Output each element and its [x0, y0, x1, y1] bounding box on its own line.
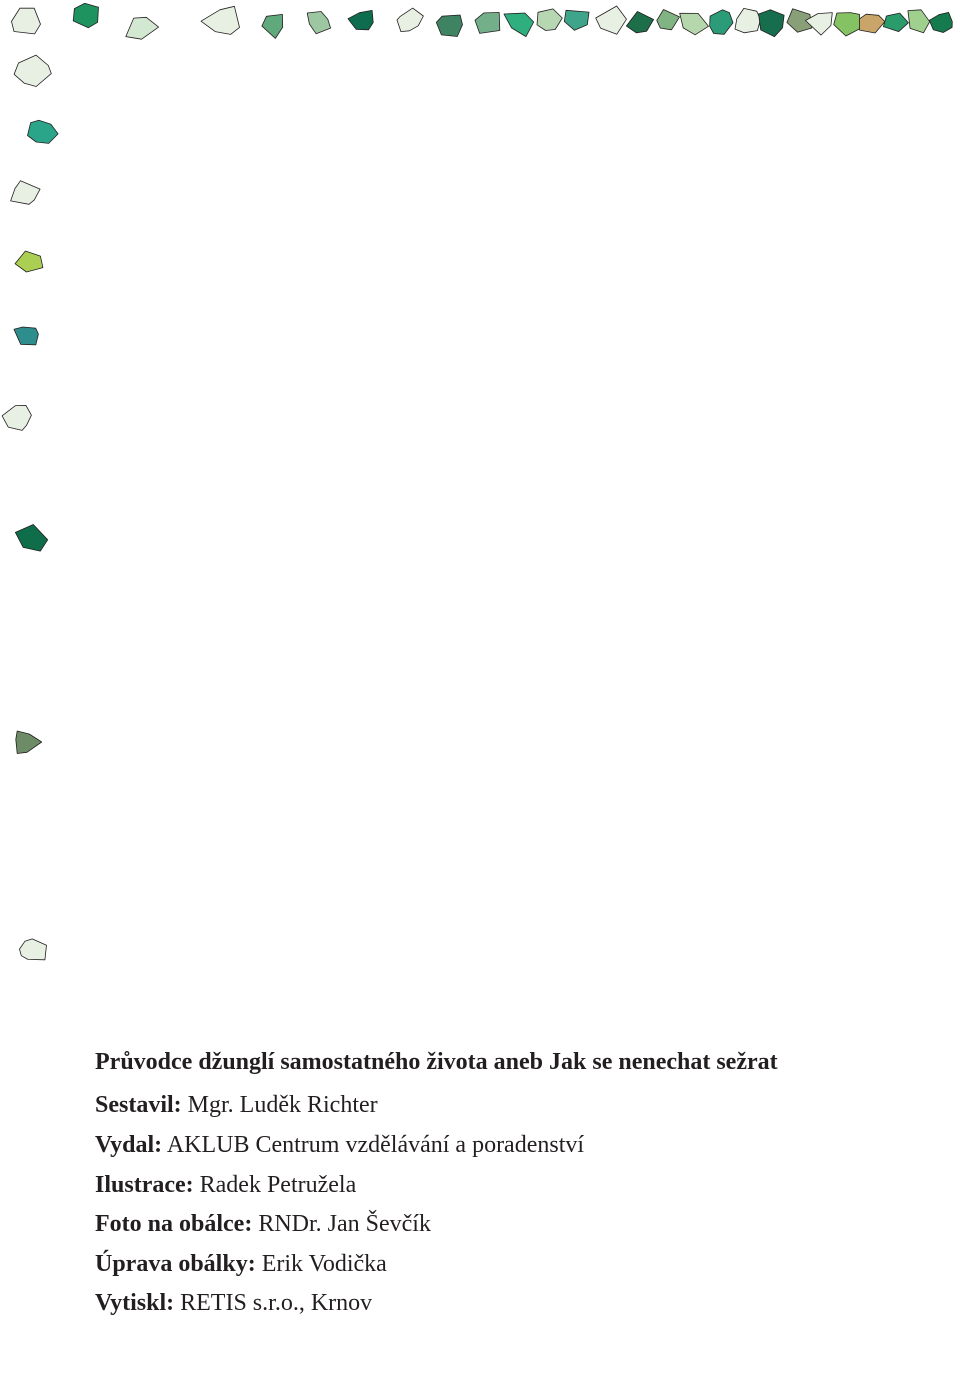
- pebble-top: [436, 15, 462, 37]
- credit-label: Foto na obálce:: [95, 1211, 252, 1237]
- colophon: Průvodce džunglí samostatného života ane…: [95, 1046, 895, 1324]
- credit-line: Vytiskl: RETIS s.r.o., Krnov: [95, 1284, 895, 1324]
- pebble-side: [16, 731, 42, 754]
- pebble-top: [397, 8, 423, 32]
- pebble-side: [20, 939, 47, 960]
- pebble-top: [596, 6, 627, 34]
- credit-value: RNDr. Jan Ševčík: [252, 1211, 431, 1237]
- pebble-top: [787, 9, 812, 32]
- pebble-top: [929, 12, 952, 32]
- pebble-top: [680, 13, 709, 35]
- pebble-side: [14, 55, 51, 86]
- pebble-top: [126, 17, 159, 39]
- pebble-top: [657, 10, 680, 30]
- pebble-top: [201, 6, 240, 34]
- credit-value: Mgr. Luděk Richter: [182, 1092, 378, 1118]
- pebble-top: [834, 13, 861, 36]
- pebble-side: [15, 525, 47, 552]
- credit-line: Foto na obálce: RNDr. Jan Ševčík: [95, 1205, 895, 1245]
- pebble-top: [537, 9, 562, 31]
- pebble-side: [2, 406, 31, 431]
- page: Průvodce džunglí samostatného života ane…: [0, 0, 960, 1379]
- credit-value: Erik Vodička: [256, 1251, 387, 1277]
- pebble-top: [504, 13, 534, 37]
- pebble-top: [262, 14, 283, 38]
- credit-label: Úprava obálky:: [95, 1251, 256, 1277]
- credit-line: Ilustrace: Radek Petružela: [95, 1166, 895, 1206]
- pebble-top: [860, 14, 885, 33]
- pebble-top: [710, 10, 733, 35]
- credit-value: RETIS s.r.o., Krnov: [174, 1290, 372, 1316]
- book-title: Průvodce džunglí samostatného života ane…: [95, 1046, 895, 1078]
- credit-line: Vydal: AKLUB Centrum vzdělávání a porade…: [95, 1126, 895, 1166]
- pebble-top: [73, 3, 98, 28]
- pebble-top: [735, 8, 761, 32]
- pebble-top: [348, 10, 373, 29]
- credit-label: Ilustrace:: [95, 1172, 194, 1198]
- credit-label: Vytiskl:: [95, 1290, 174, 1316]
- credit-label: Sestavil:: [95, 1092, 182, 1118]
- credit-value: Radek Petružela: [194, 1172, 357, 1198]
- pebble-side: [28, 120, 59, 143]
- credits-list: Sestavil: Mgr. Luděk RichterVydal: AKLUB…: [95, 1086, 895, 1324]
- credit-value: AKLUB Centrum vzdělávání a poradenství: [162, 1132, 584, 1158]
- pebble-side: [11, 181, 40, 205]
- pebble-top: [626, 12, 653, 33]
- pebble-top: [806, 13, 833, 35]
- credit-line: Úprava obálky: Erik Vodička: [95, 1245, 895, 1285]
- pebble-top: [883, 13, 908, 32]
- pebble-top: [759, 10, 785, 37]
- pebble-top: [12, 8, 41, 34]
- pebble-side: [15, 251, 43, 272]
- pebble-top: [475, 13, 500, 34]
- pebble-top: [307, 12, 330, 34]
- credit-line: Sestavil: Mgr. Luděk Richter: [95, 1086, 895, 1126]
- pebble-top: [564, 10, 589, 30]
- credit-label: Vydal:: [95, 1132, 162, 1158]
- pebble-top: [908, 10, 930, 33]
- pebble-side: [14, 327, 38, 345]
